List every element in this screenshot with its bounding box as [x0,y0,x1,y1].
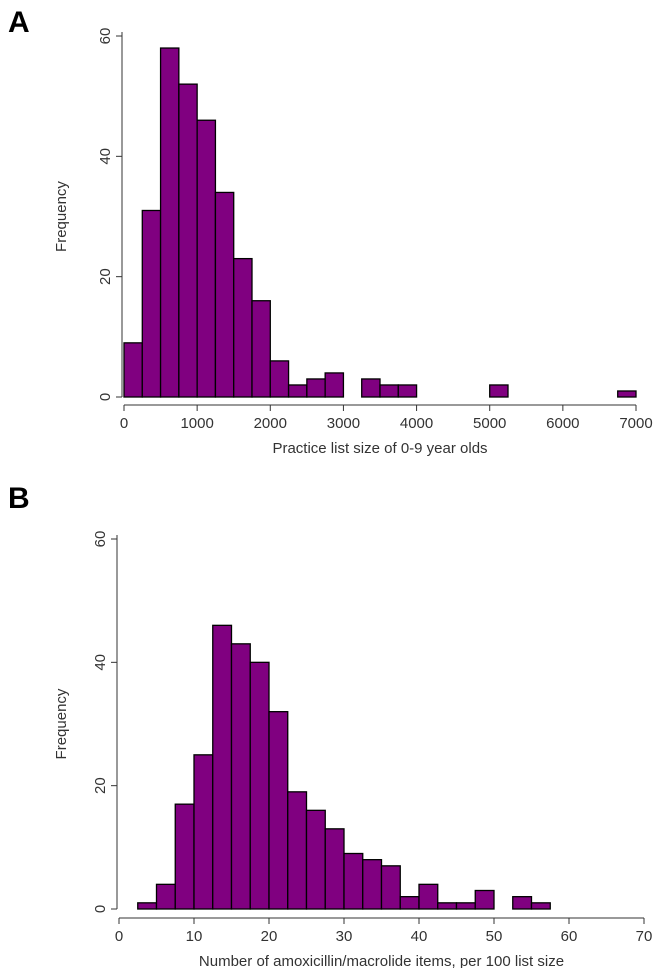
histogram-bar [230,643,251,910]
histogram-bar [269,360,290,398]
x-tick-label: 2000 [254,415,287,432]
histogram-bar [397,384,418,398]
panel-b: B 0 10 20 30 40 50 60 70 0 20 40 60 Number of amoxic… [0,480,657,968]
y-tick-label: 20 [97,268,114,285]
x-tick-label: 1000 [180,415,213,432]
panel-b-letter: B [8,482,30,515]
y-tick-label: 40 [97,148,114,165]
panel-a-letter: A [8,6,30,39]
x-tick-label: 50 [486,928,503,945]
histogram-bar [455,902,476,910]
histogram-bar [305,809,326,910]
histogram-bar [287,384,308,398]
histogram-bar [380,865,401,910]
histogram-bar [287,791,308,910]
x-tick-label: 60 [561,928,578,945]
y-tick-label: 60 [97,28,114,45]
x-tick-label: 7000 [619,415,652,432]
y-tick-label: 20 [92,777,109,794]
histogram-bar [530,902,551,910]
histogram-bar [159,47,180,398]
histogram-b: 0 10 20 30 40 50 60 70 0 20 40 60 Number of amoxicil… [53,531,653,968]
histogram-bar [141,209,162,398]
histogram-bar [361,378,381,398]
histogram-bar [214,191,235,398]
histogram-bar [437,902,458,910]
histogram-bar [362,859,383,910]
histogram-bar [155,883,176,910]
histogram-bar [123,342,143,398]
x-tick-label: 70 [636,928,653,945]
y-tick-label: 0 [92,905,109,913]
histogram-bar [193,754,214,910]
x-tick-label: 6000 [546,415,579,432]
histogram-bar [324,372,345,398]
x-tick-label: 3000 [327,415,360,432]
histogram-a: 0 1000 2000 3000 4000 5000 6000 7000 0 20 40 60 Prac… [53,28,653,457]
x-tick-label: 20 [261,928,278,945]
histogram-bar [268,711,289,910]
histogram-bar [249,661,270,910]
histogram-bar [379,384,399,398]
histogram-bar [137,902,158,910]
histogram-bar [343,852,364,910]
histogram-bar [474,889,495,910]
x-tick-label: 0 [120,415,128,432]
histogram-bar [418,883,439,910]
histogram-bar [251,300,271,398]
x-tick-label: 4000 [400,415,433,432]
histogram-bar [399,896,420,910]
y-tick-label: 40 [92,654,109,671]
panel-a: A 0 1000 2000 3000 4000 5000 6000 7000 0 20 40 60 Pr… [0,0,657,480]
histogram-bar [233,257,253,398]
y-axis-label: Frequency [53,688,70,759]
x-tick-label: 10 [186,928,203,945]
x-tick-label: 5000 [473,415,506,432]
histogram-bar [617,390,637,398]
x-axis-label: Practice list size of 0-9 year olds [272,440,487,457]
histogram-bar [306,378,326,398]
y-tick-label: 0 [97,393,114,401]
y-tick-label: 60 [92,531,109,548]
histogram-bar [178,83,198,398]
histogram-bar [489,384,509,398]
histogram-bar [212,624,233,910]
x-axis-label: Number of amoxicillin/macrolide items, p… [199,953,564,968]
histogram-bar [512,896,533,910]
y-axis-label: Frequency [53,181,70,252]
histogram-bar [174,803,195,910]
x-tick-label: 0 [115,928,123,945]
x-tick-label: 30 [336,928,353,945]
histogram-bar [196,119,217,398]
x-tick-label: 40 [411,928,428,945]
histogram-bar [324,828,345,910]
